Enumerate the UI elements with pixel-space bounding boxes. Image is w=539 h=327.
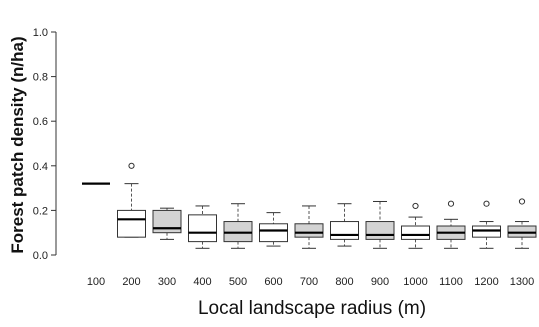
x-axis-tick-labels: 100 200 300 400 500 600 700 800 900 1000 1100 1200 1… [87,276,534,288]
boxes [82,162,537,249]
box-1000 [401,202,430,249]
box-iqr [401,225,430,240]
box-iqr [294,223,324,238]
box-800 [330,203,359,247]
x-tick-label: 1000 [403,276,427,288]
x-tick-label: 200 [122,276,140,288]
y-tick-label: 0.4 [33,161,48,173]
outlier-point [447,200,455,207]
box-300 [152,207,182,240]
box-iqr [188,214,217,243]
x-axis-title: Local landscape radius (m) [198,298,426,319]
y-tick-label: 0.0 [33,250,48,262]
x-tick-label: 1100 [439,276,463,288]
x-tick-label: 600 [264,276,282,288]
x-tick-label: 700 [300,276,318,288]
x-tick-label: 1200 [474,276,498,288]
box-600 [259,212,288,247]
box-500 [223,203,253,249]
x-tick-label: 1300 [510,276,534,288]
outlier-point [518,198,526,205]
x-tick-label: 500 [229,276,247,288]
box-700 [294,205,324,249]
box-iqr [330,221,359,240]
box-iqr [365,221,395,240]
box-iqr [472,225,501,238]
box-iqr [223,221,253,243]
y-axis: 0.0 0.2 0.4 0.6 0.8 1.0 [33,27,57,262]
outlier-point [128,162,135,169]
box-200 [117,162,146,238]
outlier-point [412,202,419,210]
outlier-point [483,200,490,207]
box-1200 [472,200,501,249]
x-tick-label: 800 [335,276,353,288]
x-tick-label: 100 [87,276,105,288]
box-iqr [152,209,182,234]
box-400 [188,205,217,249]
y-tick-label: 0.8 [33,72,48,84]
box-iqr [117,209,146,238]
x-tick-label: 300 [158,276,176,288]
box-iqr [507,225,537,238]
box-1300 [507,198,537,249]
box-iqr [259,223,288,243]
x-tick-label: 900 [371,276,389,288]
box-900 [365,200,395,249]
x-tick-label: 400 [193,276,211,288]
y-tick-label: 1.0 [33,27,48,39]
y-tick-label: 0.6 [33,116,48,128]
y-axis-title: Forest patch density (n/ha) [8,36,27,253]
y-tick-label: 0.2 [33,205,48,217]
box-1100 [436,200,466,249]
